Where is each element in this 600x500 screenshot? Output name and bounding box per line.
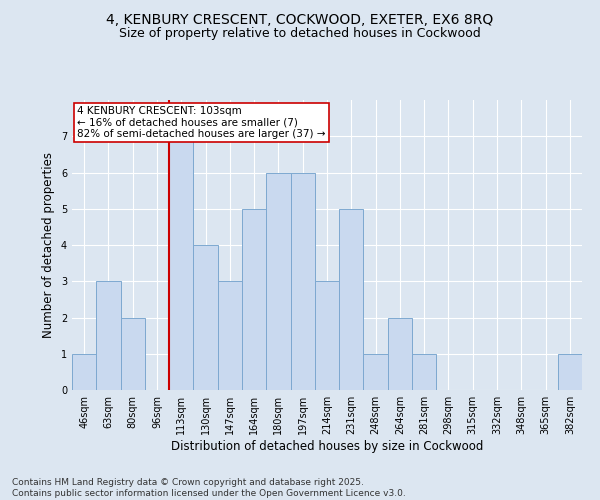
Text: Contains HM Land Registry data © Crown copyright and database right 2025.
Contai: Contains HM Land Registry data © Crown c… — [12, 478, 406, 498]
Bar — [169, 136, 193, 390]
Text: 4, KENBURY CRESCENT, COCKWOOD, EXETER, EX6 8RQ: 4, KENBURY CRESCENT, COCKWOOD, EXETER, E… — [106, 12, 494, 26]
Bar — [242, 209, 266, 390]
X-axis label: Distribution of detached houses by size in Cockwood: Distribution of detached houses by size … — [171, 440, 483, 452]
Bar — [121, 318, 145, 390]
Bar — [388, 318, 412, 390]
Text: Size of property relative to detached houses in Cockwood: Size of property relative to detached ho… — [119, 28, 481, 40]
Bar — [412, 354, 436, 390]
Bar — [193, 245, 218, 390]
Bar — [364, 354, 388, 390]
Bar — [290, 172, 315, 390]
Bar — [558, 354, 582, 390]
Bar — [218, 281, 242, 390]
Bar — [266, 172, 290, 390]
Bar — [72, 354, 96, 390]
Text: 4 KENBURY CRESCENT: 103sqm
← 16% of detached houses are smaller (7)
82% of semi-: 4 KENBURY CRESCENT: 103sqm ← 16% of deta… — [77, 106, 326, 139]
Bar — [315, 281, 339, 390]
Y-axis label: Number of detached properties: Number of detached properties — [43, 152, 55, 338]
Bar — [339, 209, 364, 390]
Bar — [96, 281, 121, 390]
